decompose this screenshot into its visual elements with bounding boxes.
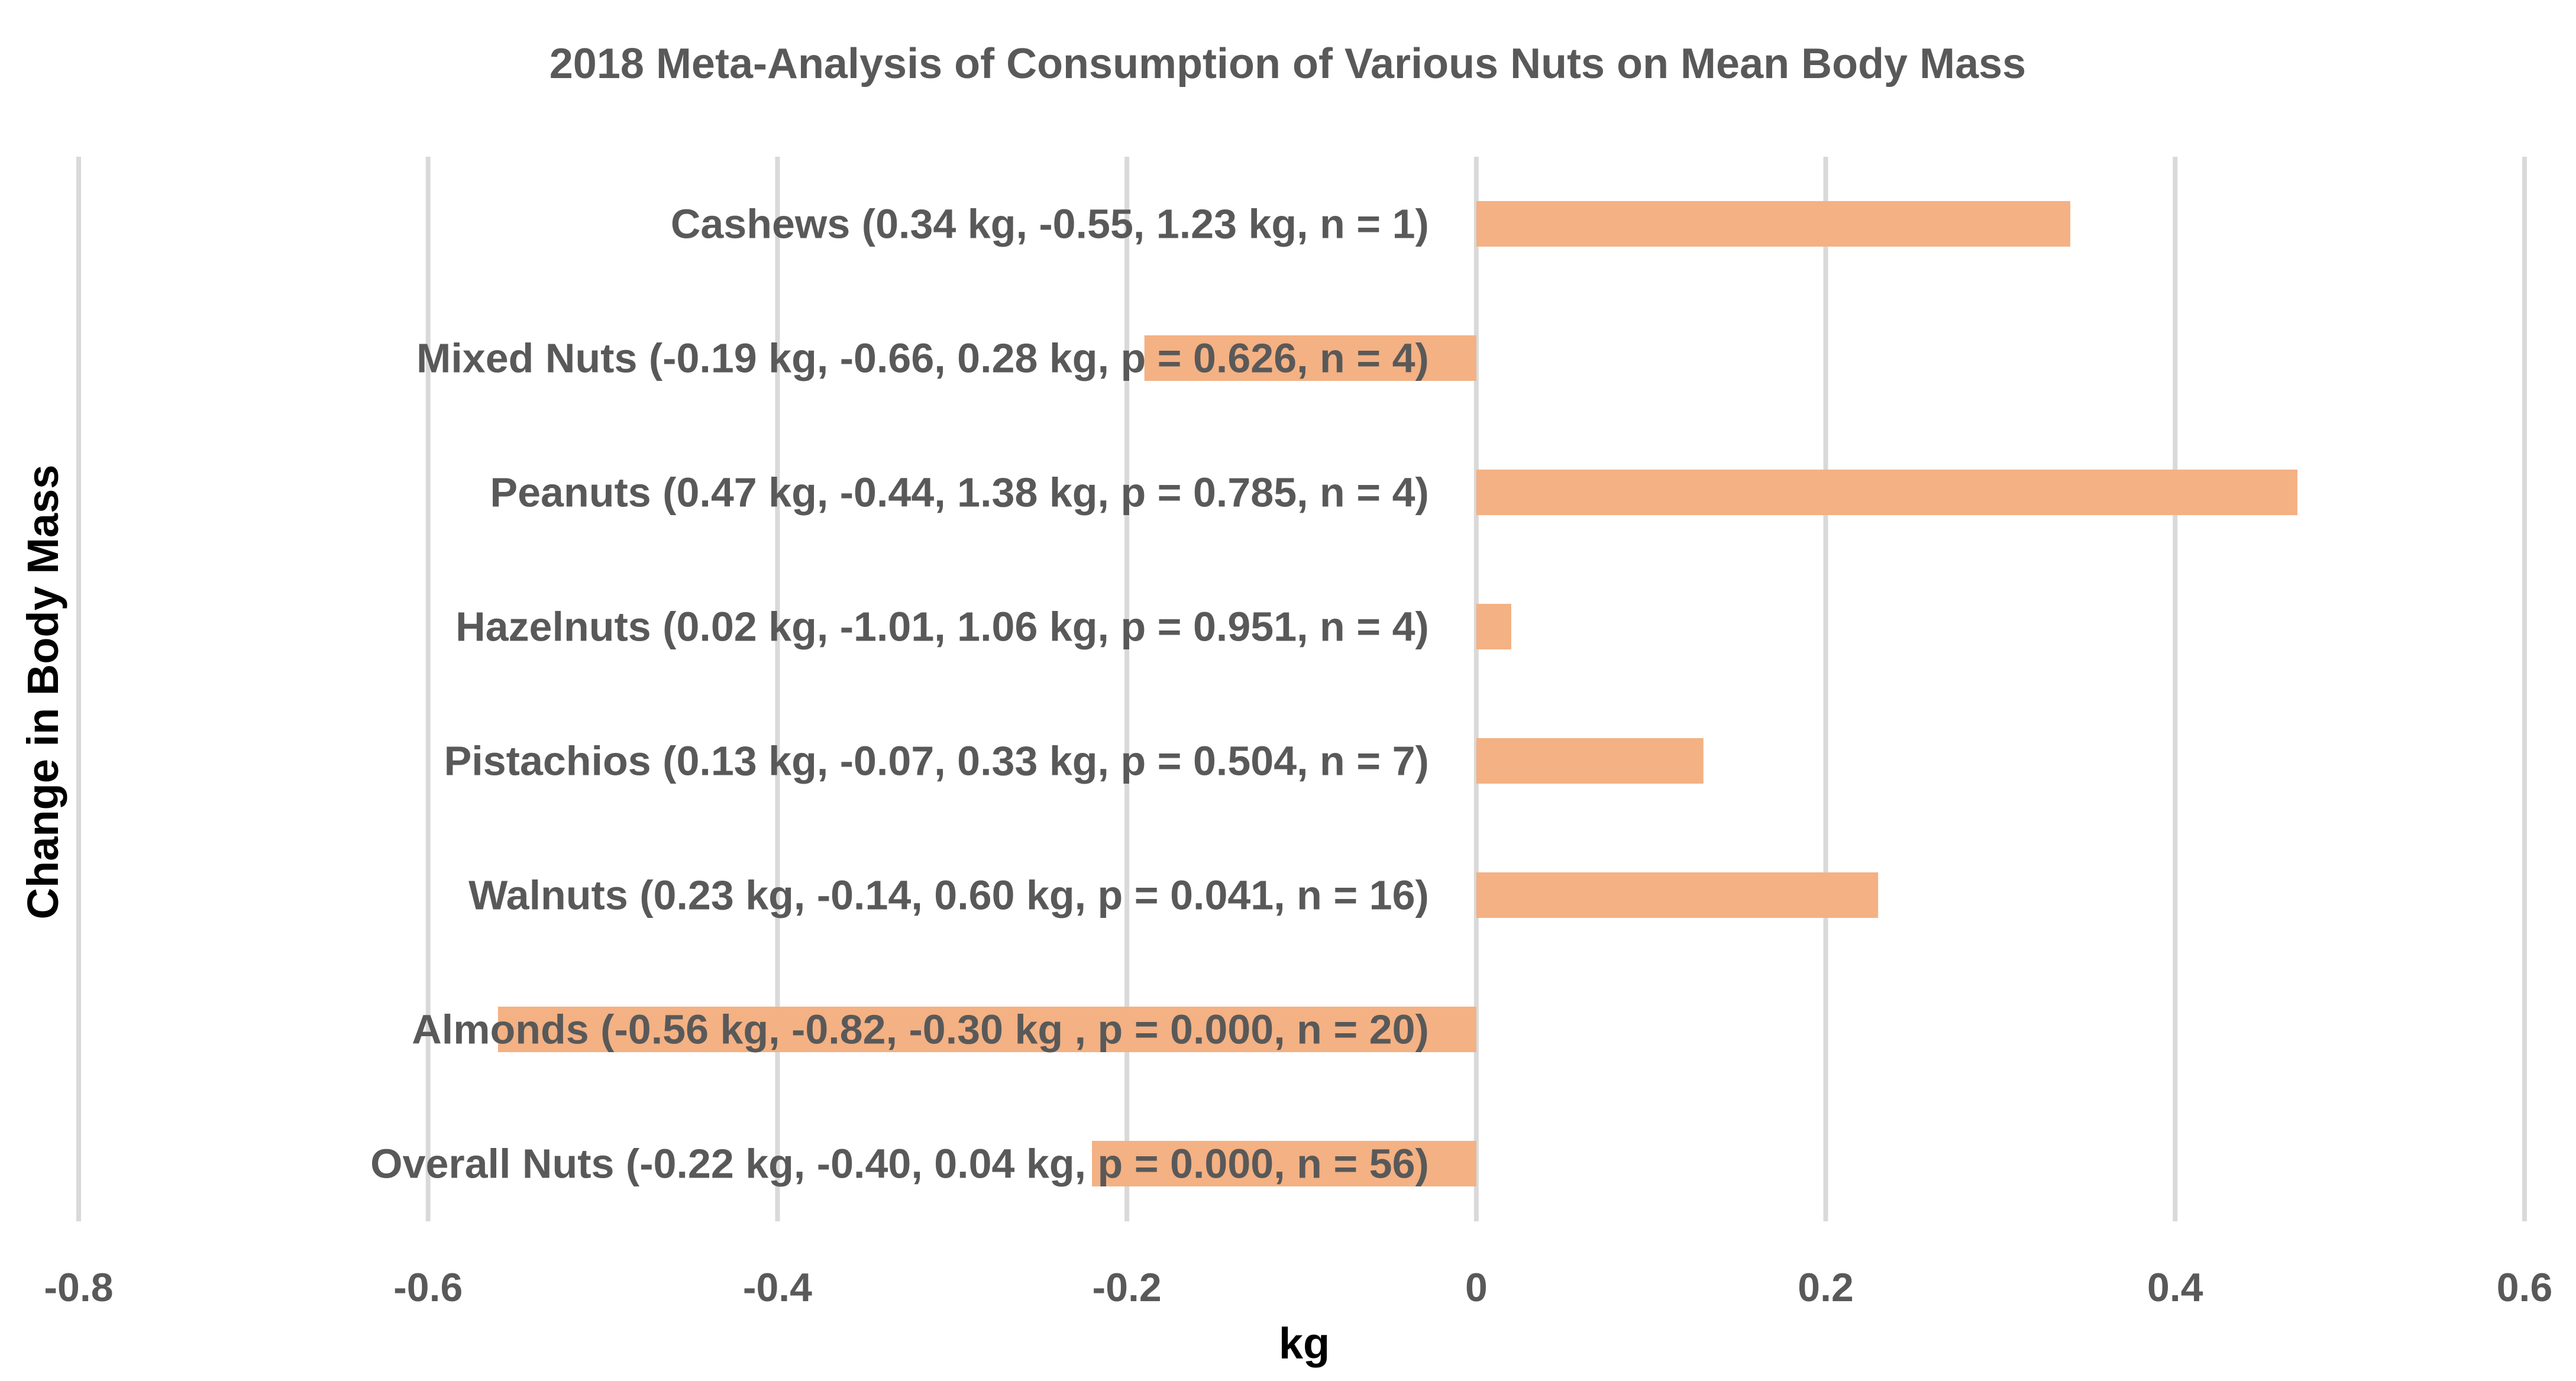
category-label: Cashews (0.34 kg, -0.55, 1.23 kg, n = 1): [671, 201, 1429, 247]
chart-title: 2018 Meta-Analysis of Consumption of Var…: [550, 40, 2026, 88]
x-tick-label: -0.2: [1093, 1265, 1162, 1310]
bar: [1092, 1141, 1476, 1186]
y-axis-title: Change in Body Mass: [18, 465, 67, 920]
category-label: Overall Nuts (-0.22 kg, -0.40, 0.04 kg, …: [370, 1141, 1429, 1187]
category-label: Pistachios (0.13 kg, -0.07, 0.33 kg, p =…: [444, 738, 1429, 784]
bar: [1476, 604, 1511, 649]
gridlines: [76, 157, 2527, 1221]
category-label: Peanuts (0.47 kg, -0.44, 1.38 kg, p = 0.…: [490, 470, 1428, 516]
category-label: Almonds (-0.56 kg, -0.82, -0.30 kg , p =…: [412, 1007, 1429, 1053]
bars: [497, 201, 2298, 1186]
x-tick-label: 0.4: [2147, 1265, 2203, 1310]
x-tick-label: -0.8: [44, 1265, 113, 1310]
x-tick-labels: -0.8 -0.6 -0.4 -0.2 0 0.2 0.4 0.6: [44, 1265, 2552, 1310]
x-tick-label: 0: [1465, 1265, 1488, 1310]
bar: [497, 1007, 1476, 1052]
bar: [1476, 470, 2298, 515]
bar: [1476, 872, 1879, 918]
bar: [1476, 738, 1704, 784]
x-tick-label: -0.6: [393, 1265, 463, 1310]
category-label: Hazelnuts (0.02 kg, -1.01, 1.06 kg, p = …: [455, 604, 1429, 650]
category-label: Mixed Nuts (-0.19 kg, -0.66, 0.28 kg, p …: [416, 335, 1429, 381]
x-tick-label: 0.6: [2497, 1265, 2553, 1310]
x-axis-title: kg: [1279, 1319, 1330, 1368]
x-tick-label: -0.4: [743, 1265, 812, 1310]
bar: [1476, 201, 2071, 247]
category-label: Walnuts (0.23 kg, -0.14, 0.60 kg, p = 0.…: [468, 872, 1429, 918]
bar: [1144, 335, 1476, 381]
category-labels: Cashews (0.34 kg, -0.55, 1.23 kg, n = 1)…: [370, 201, 1429, 1187]
x-tick-label: 0.2: [1798, 1265, 1854, 1310]
